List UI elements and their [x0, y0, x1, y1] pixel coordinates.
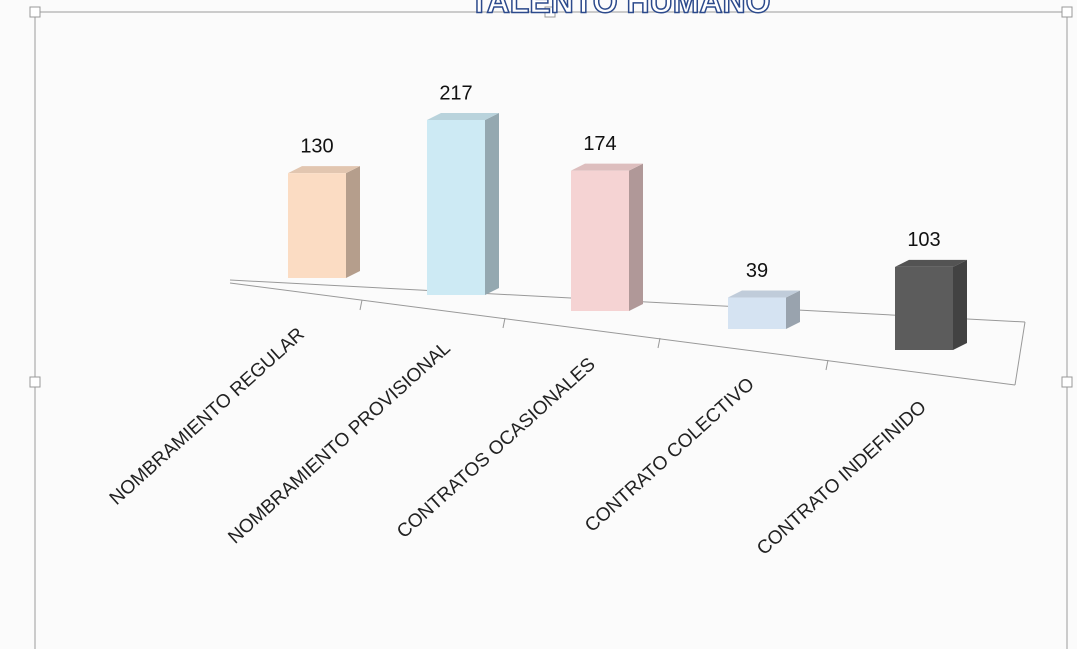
floor-front-edge: [229, 282, 1016, 386]
floor-side-edge: [1014, 321, 1026, 386]
bar-side: [485, 113, 499, 295]
bar-top: [571, 163, 643, 171]
handle: [1061, 376, 1073, 388]
bar-top: [288, 166, 360, 174]
bar: [571, 170, 629, 311]
data-label: 130: [300, 135, 333, 157]
bar-side: [346, 166, 360, 278]
bar-side: [953, 259, 967, 350]
bar: [427, 120, 485, 295]
bar-top: [895, 259, 967, 267]
bar: [288, 173, 346, 278]
bar-top: [728, 290, 800, 298]
handle: [1061, 6, 1073, 18]
data-label: 103: [907, 229, 940, 251]
bar: [895, 266, 953, 350]
axis-tick: [502, 317, 506, 329]
bar-side: [786, 290, 800, 329]
handle: [29, 6, 41, 18]
handle: [544, 6, 556, 18]
data-label: 217: [439, 82, 472, 104]
bar-top: [427, 113, 499, 120]
axis-tick: [825, 359, 829, 371]
data-label: 39: [746, 260, 768, 282]
data-label: 174: [583, 133, 616, 155]
bar-side: [629, 163, 643, 311]
handle: [29, 376, 41, 388]
bar: [728, 297, 786, 329]
chart-title: TALENTO HUMANO: [469, 0, 770, 19]
axis-tick: [657, 337, 661, 349]
axis-tick: [359, 299, 363, 311]
